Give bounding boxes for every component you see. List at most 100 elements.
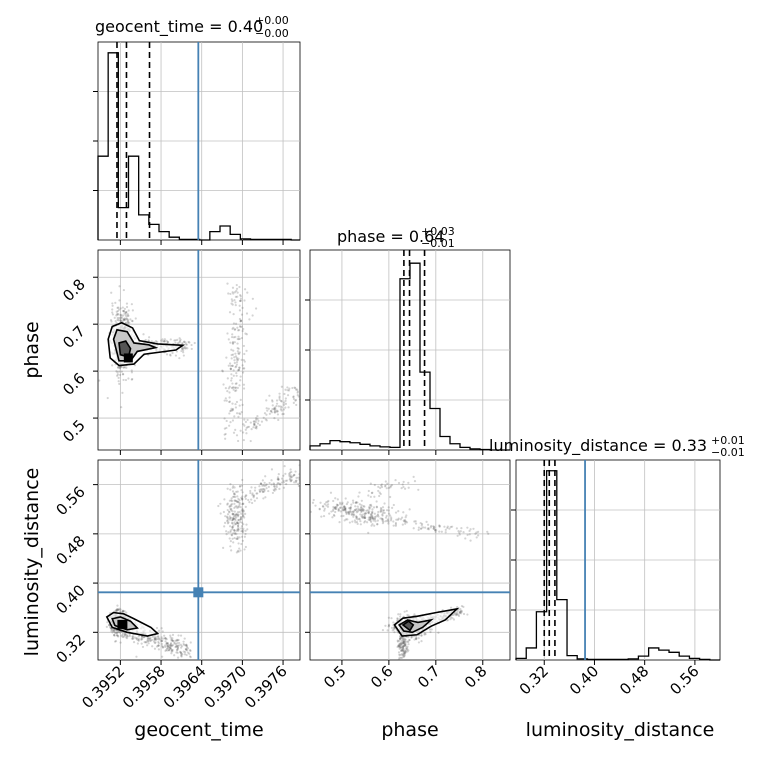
sample-point xyxy=(187,340,190,344)
sample-point xyxy=(257,419,260,422)
sample-point xyxy=(352,512,355,515)
sample-point xyxy=(160,639,163,643)
sample-point xyxy=(123,319,126,322)
sample-point xyxy=(176,644,179,647)
sample-point xyxy=(238,317,242,321)
sample-point xyxy=(120,406,123,409)
sample-point xyxy=(151,635,154,638)
sample-point xyxy=(111,631,114,634)
sample-point xyxy=(119,608,122,611)
sample-point xyxy=(236,511,240,514)
sample-point xyxy=(240,336,243,340)
sample-point xyxy=(120,634,123,637)
sample-point xyxy=(398,644,401,647)
sample-point xyxy=(337,508,340,512)
sample-point xyxy=(352,515,355,518)
sample-point xyxy=(282,481,285,484)
sample-point xyxy=(161,338,164,341)
sample-point xyxy=(289,468,292,471)
sample-point xyxy=(174,643,178,646)
sample-point xyxy=(244,428,247,431)
sample-point xyxy=(394,524,397,527)
sample-point xyxy=(273,485,276,488)
sample-point xyxy=(401,646,404,649)
sample-point xyxy=(164,640,167,643)
sample-point xyxy=(148,638,151,641)
panel-geocent-time-hist: geocent_time = 0.40 +0.00 −0.00 xyxy=(93,14,301,241)
sample-point xyxy=(232,431,236,434)
sample-point xyxy=(237,368,241,372)
sample-point xyxy=(144,338,147,342)
sample-point xyxy=(228,412,231,415)
sample-point xyxy=(241,364,244,367)
sample-point xyxy=(347,511,350,514)
sample-point xyxy=(369,515,372,518)
sample-point xyxy=(280,409,283,412)
sample-point xyxy=(399,637,402,640)
sample-point xyxy=(232,326,235,329)
sample-point xyxy=(458,611,462,614)
sample-point xyxy=(239,412,242,416)
sample-point xyxy=(242,509,245,512)
sample-point xyxy=(151,645,154,648)
sample-point xyxy=(403,650,406,653)
sample-point xyxy=(185,644,189,648)
sample-point xyxy=(423,632,426,635)
sample-point xyxy=(401,636,404,639)
sample-point xyxy=(400,653,403,656)
sample-point xyxy=(225,515,229,518)
sample-point xyxy=(149,639,152,643)
sample-point xyxy=(118,299,121,302)
sample-point xyxy=(459,530,462,533)
sample-point xyxy=(238,384,241,387)
sample-point xyxy=(368,516,372,519)
sample-point xyxy=(398,643,401,647)
sample-point xyxy=(367,512,370,515)
sample-point xyxy=(402,645,405,648)
sample-point xyxy=(249,491,252,495)
sample-point xyxy=(241,371,245,374)
sample-point xyxy=(116,374,119,377)
sample-point xyxy=(279,408,282,411)
sample-point xyxy=(254,426,257,430)
sample-point xyxy=(323,509,326,512)
sample-point xyxy=(369,516,373,519)
sample-point xyxy=(387,623,391,626)
sample-point xyxy=(475,536,478,539)
sample-point xyxy=(231,513,234,516)
sample-point xyxy=(237,357,240,360)
sample-point xyxy=(351,510,354,513)
sample-point xyxy=(438,525,441,528)
sample-point xyxy=(407,486,410,489)
sample-point xyxy=(228,400,231,403)
sample-point xyxy=(230,407,233,410)
sample-point xyxy=(165,353,169,356)
sample-point xyxy=(233,341,236,344)
hist-bar xyxy=(230,234,240,240)
sample-point xyxy=(235,363,239,366)
sample-point xyxy=(167,646,170,649)
sample-point xyxy=(371,512,374,515)
sample-point xyxy=(282,403,286,406)
sample-point xyxy=(294,399,297,402)
sample-point xyxy=(446,526,449,530)
sample-point xyxy=(432,525,436,528)
sample-point xyxy=(231,490,235,493)
sample-point xyxy=(413,613,416,616)
sample-point xyxy=(236,337,239,341)
sample-point xyxy=(181,653,184,656)
sample-point xyxy=(352,513,355,516)
sample-point xyxy=(118,285,121,288)
sample-point xyxy=(116,312,119,315)
sample-point xyxy=(135,637,138,640)
hist-title-geocent-time-minus: −0.00 xyxy=(255,27,289,40)
sample-point xyxy=(438,524,441,528)
sample-point xyxy=(184,341,187,344)
sample-point xyxy=(392,503,395,507)
sample-point xyxy=(168,645,172,648)
sample-point xyxy=(278,398,281,401)
sample-point xyxy=(182,347,185,350)
sample-point xyxy=(243,516,246,519)
sample-point xyxy=(261,488,264,491)
sample-point xyxy=(337,509,340,512)
